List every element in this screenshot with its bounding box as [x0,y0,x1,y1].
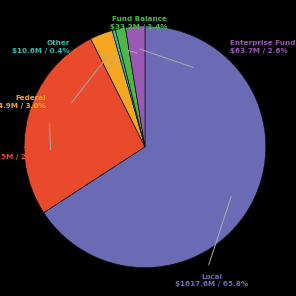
Text: Local
$1617.6M / 65.8%: Local $1617.6M / 65.8% [175,274,248,287]
Wedge shape [44,26,266,268]
Wedge shape [126,26,145,147]
Text: Other
$10.6M / 0.4%: Other $10.6M / 0.4% [12,40,70,54]
Text: Fund Balance
$33.2M / 1.4%: Fund Balance $33.2M / 1.4% [110,16,168,30]
Text: State
$657.5M / 26.8%: State $657.5M / 26.8% [0,146,46,160]
Wedge shape [91,30,145,147]
Text: Enterprise Funds
$63.7M / 2.6%: Enterprise Funds $63.7M / 2.6% [230,40,296,54]
Wedge shape [115,28,145,147]
Text: Federal
$74.9M / 3.0%: Federal $74.9M / 3.0% [0,95,46,109]
Wedge shape [112,30,145,147]
Wedge shape [24,39,145,213]
